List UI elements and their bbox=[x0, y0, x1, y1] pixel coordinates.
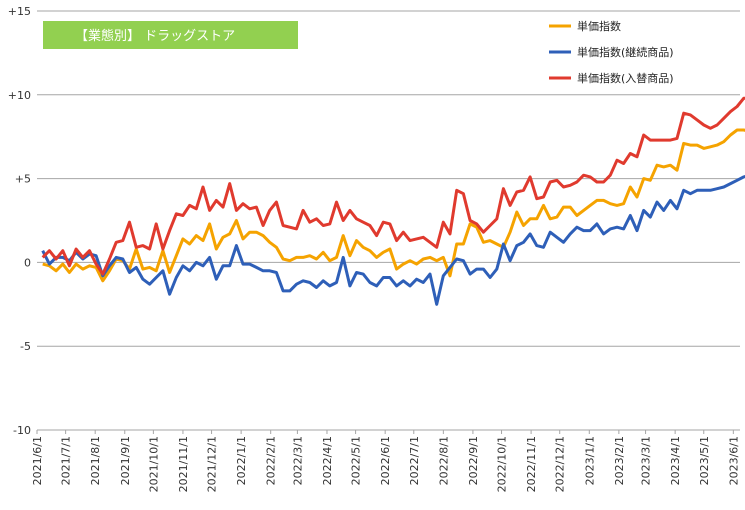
chart-title-background bbox=[43, 21, 298, 49]
x-tick-label: 2022/8/1 bbox=[437, 436, 450, 485]
y-tick-label: -5 bbox=[20, 340, 31, 353]
x-tick-label: 2022/3/1 bbox=[291, 436, 304, 485]
series-line-2 bbox=[41, 175, 745, 306]
x-tick-label: 2022/12/1 bbox=[554, 436, 567, 492]
x-tick-label: 2022/1/1 bbox=[235, 436, 248, 485]
x-tick-label: 2022/2/1 bbox=[265, 436, 278, 485]
y-tick-label: +15 bbox=[8, 5, 31, 18]
x-tick-label: 2021/8/1 bbox=[89, 436, 102, 485]
x-tick-label: 2022/7/1 bbox=[408, 436, 421, 485]
x-tick-label: 2021/9/1 bbox=[119, 436, 132, 485]
x-tick-label: 2021/12/1 bbox=[206, 436, 219, 492]
series-line-1 bbox=[42, 128, 745, 283]
series-lines bbox=[41, 96, 745, 306]
x-tick-label: 2023/6/1 bbox=[727, 436, 740, 485]
x-axis-ticks: 2021/6/1 2021/7/1 2021/8/1 2021/9/1 2021/10/… bbox=[31, 430, 740, 492]
x-tick-label: 2022/10/1 bbox=[496, 436, 509, 492]
grid-lines bbox=[37, 10, 740, 431]
y-tick-label: -10 bbox=[13, 424, 31, 437]
y-axis-ticks: +15 +10 +5 0 -5 -10 bbox=[8, 5, 31, 437]
x-tick-label: 2023/2/1 bbox=[613, 436, 626, 485]
x-tick-label: 2023/4/1 bbox=[669, 436, 682, 485]
legend-label: 単価指数 bbox=[577, 19, 621, 33]
x-tick-label: 2022/6/1 bbox=[379, 436, 392, 485]
x-tick-label: 2022/5/1 bbox=[350, 436, 363, 485]
y-tick-label: +10 bbox=[8, 89, 31, 102]
x-tick-label: 2022/4/1 bbox=[321, 436, 334, 485]
y-tick-label: 0 bbox=[24, 256, 31, 269]
x-tick-label: 2023/3/1 bbox=[640, 436, 653, 485]
series-line-3 bbox=[41, 96, 745, 276]
x-tick-label: 2023/5/1 bbox=[698, 436, 711, 485]
x-tick-label: 2023/1/1 bbox=[583, 436, 596, 485]
chart-title-box: 【業態別】 ドラッグストア bbox=[43, 21, 298, 49]
x-tick-label: 2021/6/1 bbox=[31, 436, 44, 485]
chart-title: 【業態別】 ドラッグストア bbox=[75, 28, 235, 44]
x-tick-label: 2022/9/1 bbox=[467, 436, 480, 485]
x-tick-label: 2021/11/1 bbox=[177, 436, 190, 492]
x-tick-label: 2022/11/1 bbox=[525, 436, 538, 492]
legend-label: 単価指数(継続商品) bbox=[577, 45, 674, 59]
legend-label: 単価指数(入替商品) bbox=[577, 71, 674, 85]
y-tick-label: +5 bbox=[15, 173, 31, 186]
x-tick-label: 2021/10/1 bbox=[147, 436, 160, 492]
x-tick-label: 2021/7/1 bbox=[60, 436, 73, 485]
